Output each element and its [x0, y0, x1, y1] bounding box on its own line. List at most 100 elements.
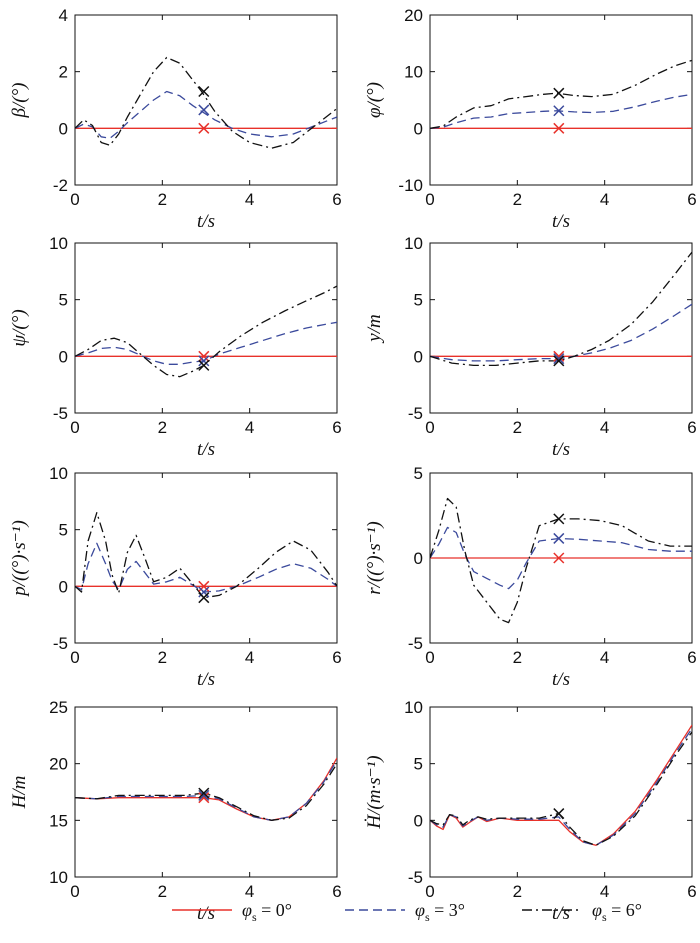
x-tick-label: 0: [425, 418, 434, 437]
series-group: [75, 56, 337, 149]
cross-marker: [198, 787, 210, 799]
y-tick-label: 5: [414, 755, 423, 774]
cross-marker-stroke: [553, 355, 565, 367]
series-line-2: [75, 542, 337, 593]
series-line-1: [75, 757, 337, 821]
cross-marker-stroke: [553, 87, 565, 99]
x-tick-label: 4: [600, 882, 609, 901]
y-tick-label: 10: [404, 234, 423, 253]
y-tick-label: 2: [59, 63, 68, 82]
y-tick-label: 0: [59, 119, 68, 138]
cross-marker-stroke: [553, 350, 565, 362]
series-line-2: [430, 93, 692, 129]
cross-marker-stroke: [553, 353, 565, 365]
cross-marker: [198, 350, 210, 362]
x-tick-label: 4: [245, 418, 254, 437]
y-tick-label: 5: [414, 291, 423, 310]
cross-marker-stroke: [198, 85, 210, 98]
cross-marker: [553, 87, 565, 99]
cross-marker-stroke: [198, 789, 210, 801]
series-line-2: [430, 526, 692, 590]
y-tick-label: 10: [49, 464, 68, 483]
cross-marker-stroke: [198, 592, 210, 604]
cross-marker: [198, 355, 210, 367]
series-line-3: [75, 285, 337, 378]
plot-frame: [74, 706, 338, 878]
x-tick-label: 4: [245, 648, 254, 667]
legend-label: φs = 6°: [592, 900, 642, 924]
x-tick-label: 6: [332, 882, 341, 901]
y-tick-label: 0: [59, 577, 68, 596]
y-tick-label: 5: [59, 291, 68, 310]
x-tick-label: 2: [158, 190, 167, 209]
y-tick-label: 10: [404, 698, 423, 717]
cross-marker-stroke: [553, 552, 565, 564]
x-axis-label: t/s: [197, 211, 215, 232]
series-line-2: [75, 321, 337, 365]
cross-marker: [553, 105, 565, 117]
plot-frame: [74, 14, 338, 186]
cross-marker: [553, 513, 565, 525]
y-axis-label: y/m: [364, 314, 385, 343]
cross-marker-stroke: [198, 350, 210, 362]
cross-marker: [553, 350, 565, 362]
y-tick-label: -5: [53, 634, 68, 653]
series-group: [430, 59, 692, 129]
series-line-3: [75, 56, 337, 149]
x-tick-label: 2: [513, 190, 522, 209]
series-group: [430, 251, 692, 367]
y-tick-label: 15: [49, 811, 68, 830]
cross-marker-stroke: [553, 532, 565, 544]
x-tick-label: 4: [600, 648, 609, 667]
y-axis-label: φ/(°): [364, 82, 385, 118]
y-tick-label: -10: [398, 176, 423, 195]
cross-marker: [553, 552, 565, 564]
legend-subscript: s: [425, 910, 430, 924]
x-tick-label: 6: [687, 648, 696, 667]
series-line-3: [75, 763, 337, 821]
cross-marker-stroke: [198, 122, 210, 134]
x-tick-label: 0: [70, 190, 79, 209]
legend-label: φs = 0°: [242, 900, 292, 924]
series-group: [75, 757, 337, 821]
y-tick-label: 20: [49, 755, 68, 774]
legend-symbol: φ: [242, 900, 252, 920]
cross-marker: [198, 359, 210, 371]
x-tick-label: 2: [513, 648, 522, 667]
series-line-1: [430, 724, 692, 846]
cross-marker-stroke: [198, 104, 210, 116]
cross-marker: [198, 792, 210, 804]
legend-symbol: φ: [592, 900, 602, 920]
y-tick-label: -5: [408, 868, 423, 887]
legend-label: φs = 3°: [415, 900, 465, 924]
legend-subscript: s: [252, 910, 257, 924]
x-tick-label: 4: [600, 418, 609, 437]
cross-marker: [198, 122, 210, 134]
x-tick-label: 6: [687, 190, 696, 209]
x-tick-label: 6: [332, 648, 341, 667]
legend-item-2: φs = 3°: [345, 900, 465, 924]
plot-frame: [74, 472, 338, 644]
x-tick-label: 4: [245, 190, 254, 209]
series-line-3: [75, 512, 337, 599]
x-axis-label: t/s: [197, 439, 215, 460]
cross-marker: [553, 353, 565, 365]
y-tick-label: 0: [59, 347, 68, 366]
y-axis-label: r/((°)·s⁻¹): [364, 521, 385, 594]
cross-marker-stroke: [553, 513, 565, 525]
y-tick-label: -5: [408, 634, 423, 653]
legend-item-1: φs = 0°: [172, 900, 292, 924]
x-axis-label: t/s: [197, 669, 215, 690]
series-group: [430, 724, 692, 846]
chart-panel-7: 0 2 4 6 10 15 20 25 t/s H/m: [9, 698, 342, 924]
x-tick-label: 4: [600, 190, 609, 209]
x-tick-label: 0: [70, 882, 79, 901]
legend-subscript: s: [602, 910, 607, 924]
series-line-3: [430, 59, 692, 129]
legend-value: = 6°: [607, 900, 642, 920]
legend: φs = 0° φs = 3° φs = 6°: [172, 900, 642, 924]
cross-marker-stroke: [553, 105, 565, 117]
cross-marker: [198, 104, 210, 116]
